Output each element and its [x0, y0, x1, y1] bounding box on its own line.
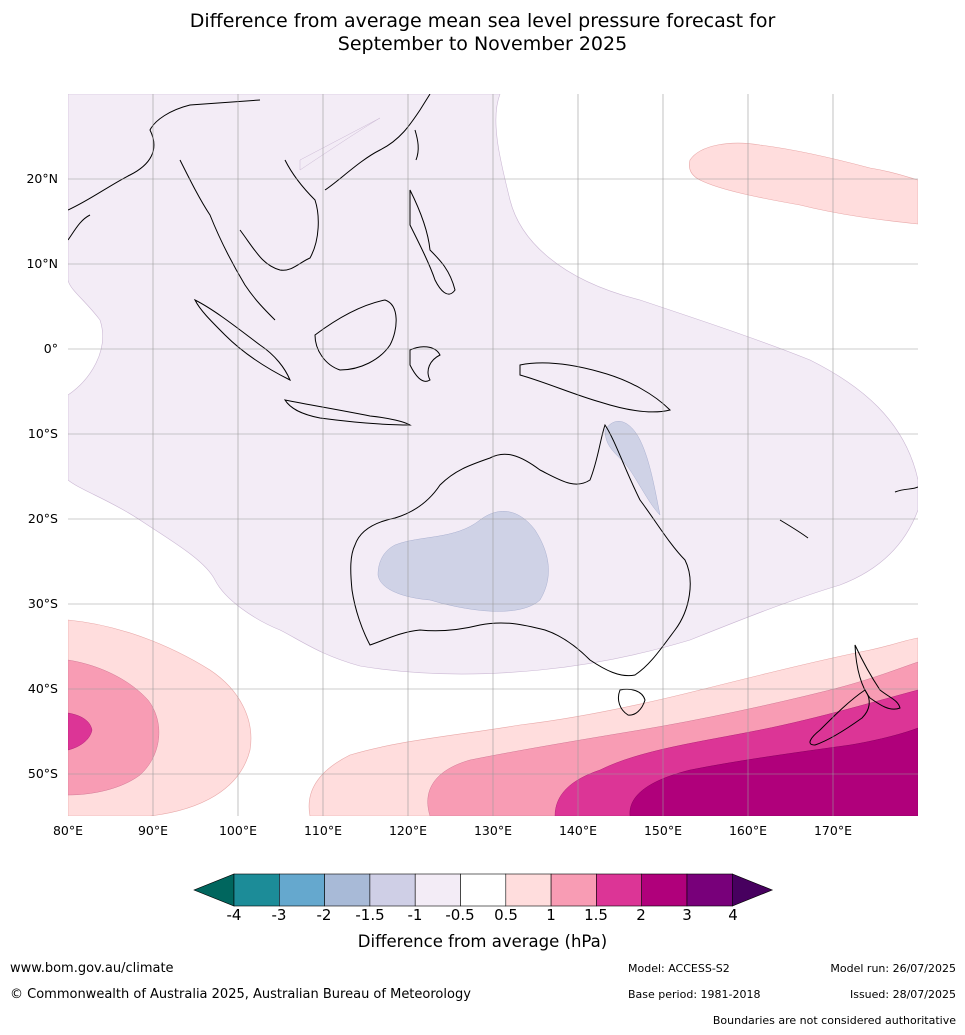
- lat-label-20n: 20°N: [26, 171, 58, 186]
- lon-label-150e: 150°E: [643, 823, 682, 838]
- lat-label-0: 0°: [43, 341, 58, 356]
- lon-label-130e: 130°E: [473, 823, 512, 838]
- lon-label-140e: 140°E: [558, 823, 597, 838]
- footer-model: Model: ACCESS-S2: [628, 962, 730, 975]
- anomaly-region-lavender-equator: [299, 117, 381, 171]
- lon-label-90e: 90°E: [137, 823, 169, 838]
- title-line-2: September to November 2025: [337, 33, 628, 55]
- lon-label-110e: 110°E: [303, 823, 342, 838]
- coastlines: [68, 94, 918, 746]
- anomaly-region-blue-lavender-cape-york: [604, 421, 661, 516]
- map-title: Difference from average mean sea level p…: [0, 10, 965, 56]
- colorbar-swatch: [233, 873, 280, 907]
- lat-label-10n: 10°N: [26, 256, 58, 271]
- footer-disclaimer: Boundaries are not considered authoritat…: [712, 1014, 956, 1027]
- lat-label-30s: 30°S: [27, 596, 58, 611]
- anomaly-region-pink-southwest-2: [68, 659, 160, 796]
- lat-label-10s: 10°S: [27, 426, 58, 441]
- colorbar-tick: 4: [728, 906, 738, 924]
- colorbar-tick: -1: [407, 906, 423, 924]
- colorbar-swatch: [596, 873, 643, 907]
- footer-copyright: © Commonwealth of Australia 2025, Austra…: [10, 987, 471, 1002]
- colorbar-tick: -2: [316, 906, 332, 924]
- colorbar-swatch: [278, 873, 325, 907]
- colorbar-extend-high: [731, 873, 774, 907]
- lat-label-20s: 20°S: [27, 511, 58, 526]
- lon-label-170e: 170°E: [813, 823, 852, 838]
- colorbar-tick: 1.5: [584, 906, 608, 924]
- colorbar-extend-low: [193, 873, 235, 907]
- lat-label-50s: 50°S: [27, 766, 58, 781]
- anomaly-region-dark-magenta-southeast: [629, 727, 918, 816]
- anomaly-region-blue-lavender: [377, 511, 549, 612]
- colorbar-label: Difference from average (hPa): [357, 932, 608, 951]
- colorbar-tick: -3: [271, 906, 287, 924]
- footer-base-period: Base period: 1981-2018: [628, 988, 761, 1001]
- lon-label-120e: 120°E: [388, 823, 427, 838]
- colorbar: [193, 873, 774, 907]
- colorbar-tick: 3: [682, 906, 692, 924]
- lon-label-160e: 160°E: [728, 823, 767, 838]
- colorbar-tick: 0.5: [494, 906, 518, 924]
- anomaly-region-pink-northeast: [689, 142, 918, 225]
- colorbar-swatch: [460, 873, 507, 907]
- lat-label-40s: 40°S: [27, 681, 58, 696]
- colorbar-swatch: [505, 873, 552, 907]
- colorbar-swatch: [550, 873, 597, 907]
- lon-label-100e: 100°E: [218, 823, 257, 838]
- colorbar-swatch: [686, 873, 733, 907]
- colorbar-tick: -0.5: [445, 906, 475, 924]
- anomaly-region-magenta-southwest: [68, 712, 93, 751]
- footer-model-run: Model run: 26/07/2025: [830, 962, 956, 975]
- colorbar-tick: 2: [636, 906, 646, 924]
- map-plot-area: [68, 94, 918, 816]
- colorbar-swatch: [324, 873, 371, 907]
- footer-url: www.bom.gov.au/climate: [10, 961, 174, 976]
- colorbar-swatch: [369, 873, 416, 907]
- footer-issued: Issued: 28/07/2025: [849, 988, 956, 1001]
- australia-coast: [350, 423, 691, 677]
- colorbar-tick: 1: [546, 906, 556, 924]
- title-line-1: Difference from average mean sea level p…: [189, 10, 776, 32]
- graticule: [68, 94, 918, 816]
- colorbar-swatch: [414, 873, 461, 907]
- colorbar-tick: -1.5: [355, 906, 385, 924]
- lon-label-80e: 80°E: [52, 823, 84, 838]
- colorbar-swatch: [641, 873, 688, 907]
- colorbar-tick: -4: [226, 906, 242, 924]
